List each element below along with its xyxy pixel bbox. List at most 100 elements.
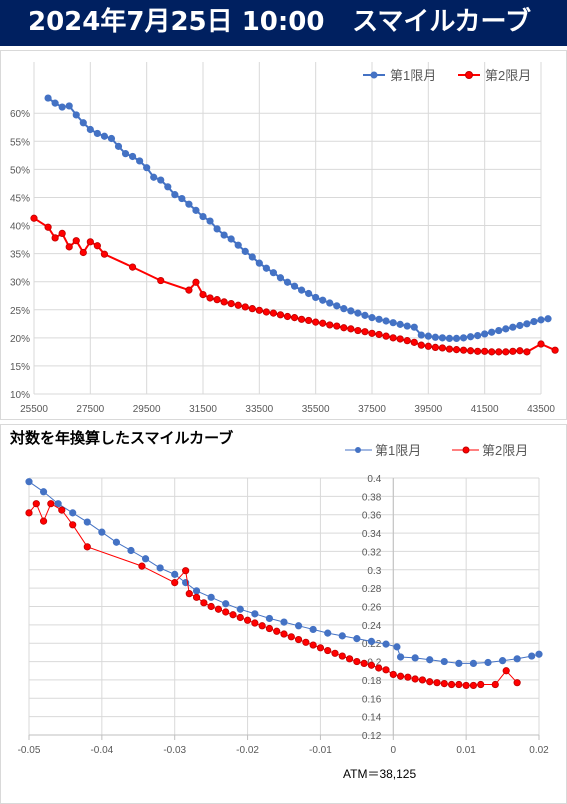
y-tick-label: 15% <box>10 362 30 373</box>
data-point <box>488 328 496 336</box>
data-point <box>309 641 317 649</box>
data-point <box>258 622 266 630</box>
data-point <box>469 681 478 690</box>
y-tick-label: 0.18 <box>362 676 382 687</box>
data-point <box>411 654 419 662</box>
data-point <box>452 346 461 354</box>
data-point <box>477 680 485 689</box>
data-point <box>171 570 179 578</box>
data-point <box>143 164 151 172</box>
data-point <box>396 320 404 328</box>
data-point <box>312 293 320 302</box>
data-point <box>86 238 94 246</box>
y-tick-label: 0.28 <box>362 584 382 595</box>
x-tick-label: -0.04 <box>90 745 113 756</box>
data-point <box>234 241 242 249</box>
data-point <box>276 311 285 319</box>
data-point <box>424 342 432 350</box>
y-tick-label: 0.32 <box>362 547 382 558</box>
data-point <box>347 325 355 333</box>
y-tick-label: 30% <box>10 278 30 289</box>
data-point <box>220 298 228 306</box>
y-tick-label: 20% <box>10 334 30 345</box>
data-point <box>333 322 341 330</box>
y-tick-label: 10% <box>10 390 30 401</box>
data-point <box>455 680 463 689</box>
data-point <box>509 323 517 331</box>
data-point <box>354 309 362 317</box>
data-point <box>192 587 201 595</box>
data-point <box>404 673 412 681</box>
x-tick-label: -0.05 <box>18 745 41 756</box>
data-point <box>491 680 499 689</box>
x-tick-label: -0.03 <box>163 745 186 756</box>
data-point <box>114 142 123 150</box>
data-point <box>171 579 179 587</box>
data-point <box>375 315 383 323</box>
data-point <box>138 562 146 570</box>
data-point <box>157 176 165 184</box>
y-tick-label: 0.24 <box>362 621 382 632</box>
data-point <box>530 317 538 326</box>
data-point <box>44 223 52 231</box>
data-point <box>393 643 401 651</box>
data-point <box>157 276 165 285</box>
data-point <box>474 347 482 355</box>
data-point <box>326 299 334 307</box>
data-point <box>305 289 313 298</box>
data-point <box>502 667 510 675</box>
data-point <box>30 214 38 222</box>
data-point <box>354 326 362 335</box>
x-tick-label: 29500 <box>133 404 161 415</box>
data-point <box>58 103 66 111</box>
data-point <box>65 102 73 110</box>
data-point <box>312 318 320 326</box>
data-point <box>544 315 552 323</box>
data-point <box>79 119 87 127</box>
x-tick-label: 39500 <box>414 404 442 415</box>
data-point <box>54 500 62 508</box>
data-point <box>447 680 456 689</box>
data-point <box>83 518 91 526</box>
data-point <box>255 259 263 267</box>
chart-area <box>0 50 567 420</box>
data-point <box>516 321 524 330</box>
header-title: スマイルカーブ <box>352 7 531 37</box>
data-point <box>459 346 468 354</box>
data-point <box>403 322 411 330</box>
x-tick-label: 25500 <box>20 404 48 415</box>
data-point <box>192 593 201 601</box>
data-point <box>297 315 306 323</box>
data-point <box>283 312 292 321</box>
data-point <box>241 247 249 255</box>
data-point <box>269 269 278 277</box>
y-tick-label: 0.38 <box>362 492 382 503</box>
data-point <box>345 655 354 663</box>
y-tick-label: 55% <box>10 137 30 148</box>
data-point <box>410 323 418 331</box>
data-point <box>185 200 193 208</box>
data-point <box>484 658 492 667</box>
data-point <box>47 500 55 508</box>
data-point <box>513 655 521 663</box>
data-point <box>213 296 221 304</box>
data-point <box>523 320 531 328</box>
data-point <box>462 681 470 690</box>
data-point <box>51 99 59 107</box>
data-point <box>227 235 235 243</box>
data-point <box>236 613 244 622</box>
data-point <box>192 278 200 286</box>
data-point <box>305 316 313 325</box>
data-point <box>426 656 434 664</box>
data-point <box>389 670 397 679</box>
header-date-time: 2024年7月25日 10:00 <box>28 7 325 37</box>
y-tick-label: 50% <box>10 165 30 176</box>
y-tick-label: 60% <box>10 109 30 120</box>
data-point <box>236 605 244 613</box>
data-point <box>319 296 327 304</box>
smile-curve-chart: 10% 15% 20% 25% 30% 35% 40% 45% 50% 55% 60% 25500 2… <box>0 50 567 420</box>
data-point <box>481 347 489 355</box>
header-banner: 2024年7月25日 10:00 スマイルカーブ <box>0 0 567 46</box>
y-tick-label: 0.16 <box>362 694 382 705</box>
data-point <box>440 679 448 688</box>
